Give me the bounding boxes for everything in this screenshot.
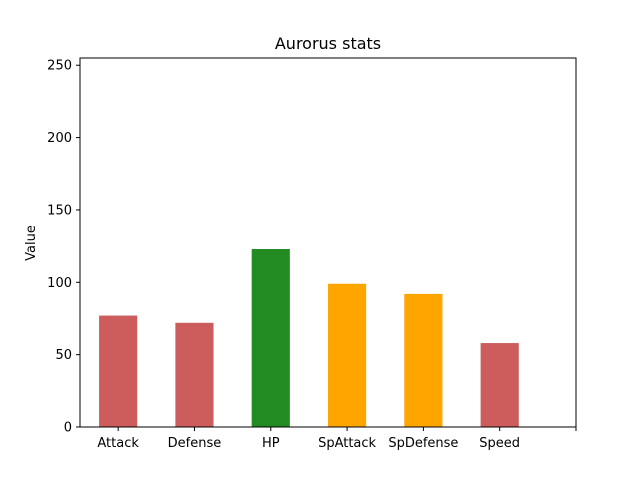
- x-tick-label: Defense: [168, 436, 222, 451]
- bars-group: [99, 249, 519, 427]
- x-tick-label: HP: [262, 436, 280, 451]
- bar-hp: [251, 249, 290, 427]
- y-tick-label: 250: [47, 59, 72, 74]
- y-tick-label: 150: [47, 203, 72, 218]
- bar-spattack: [328, 283, 367, 427]
- bar-defense: [175, 322, 214, 427]
- y-tick-label: 0: [64, 421, 72, 436]
- x-tick-label: SpDefense: [388, 436, 458, 451]
- x-tick-label: Attack: [97, 436, 139, 451]
- x-tick-label: Speed: [479, 436, 520, 451]
- y-tick-label: 200: [47, 131, 72, 146]
- y-ticks-group: 0 50 100 150 200 250: [47, 59, 80, 436]
- x-tick-label: SpAttack: [318, 436, 376, 451]
- y-tick-label: 50: [55, 348, 72, 363]
- bar-spdefense: [404, 293, 443, 427]
- bar-attack: [99, 315, 138, 427]
- x-ticks-group: Attack Defense HP SpAttack SpDefense Speed: [97, 427, 577, 451]
- bar-speed: [480, 343, 519, 427]
- axes-frame: [79, 57, 577, 428]
- chart-title: Aurorus stats: [275, 34, 381, 53]
- y-axis-label: Value: [24, 225, 39, 261]
- y-tick-label: 100: [47, 276, 72, 291]
